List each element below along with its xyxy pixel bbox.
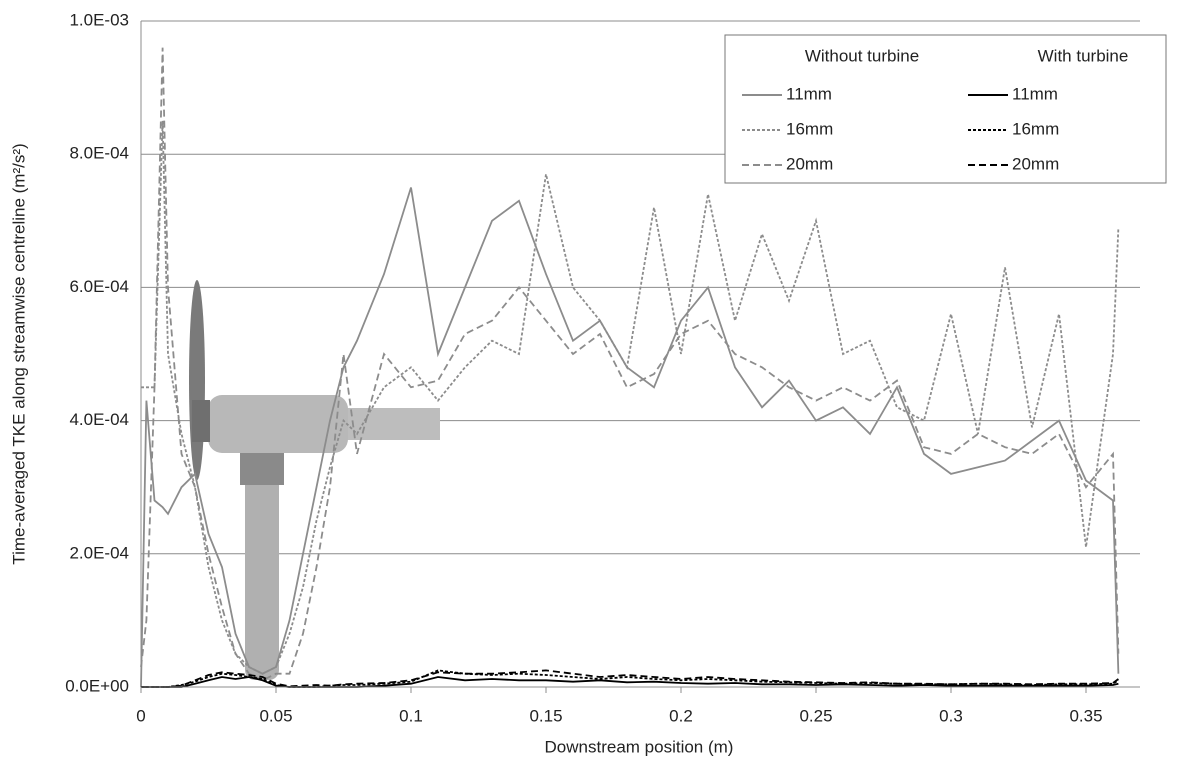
- series-line: [140, 47, 1120, 682]
- y-tick-label: 6.0E-04: [69, 277, 129, 296]
- series-line: [141, 669, 1119, 688]
- y-tick-label: 8.0E-04: [69, 144, 129, 163]
- legend-header: Without turbine: [805, 46, 919, 65]
- x-tick-label: 0.1: [399, 706, 423, 725]
- legend-label: 11mm: [1012, 84, 1058, 103]
- x-axis-label: Downstream position (m): [545, 737, 734, 756]
- x-tick-label: 0.3: [939, 706, 963, 725]
- legend-label: 20mm: [1012, 154, 1059, 173]
- x-tick-label: 0.25: [799, 706, 832, 725]
- series-lines: [140, 47, 1120, 688]
- legend-header: With turbine: [1038, 46, 1129, 65]
- legend-label: 20mm: [786, 154, 833, 173]
- series-line: [140, 187, 1120, 688]
- x-tick-label: 0: [136, 706, 145, 725]
- x-tick-label: 0.2: [669, 706, 693, 725]
- legend-label: 16mm: [1012, 119, 1059, 138]
- series-line: [141, 669, 1119, 688]
- legend-box: [724, 34, 1167, 184]
- y-axis-label: Time-averaged TKE along streamwise centr…: [9, 143, 28, 564]
- y-tick-label: 0.0E+00: [65, 676, 129, 695]
- legend-label: 16mm: [786, 119, 833, 138]
- y-tick-label: 2.0E-04: [69, 543, 129, 562]
- y-tick-label: 1.0E-03: [69, 10, 129, 29]
- series-line: [141, 120, 1120, 675]
- y-tick-label: 4.0E-04: [69, 410, 129, 429]
- x-tick-label: 0.35: [1069, 706, 1102, 725]
- x-tick-label: 0.15: [529, 706, 562, 725]
- x-tick-label: 0.05: [259, 706, 292, 725]
- series-line: [141, 676, 1119, 688]
- legend-label: 11mm: [786, 84, 832, 103]
